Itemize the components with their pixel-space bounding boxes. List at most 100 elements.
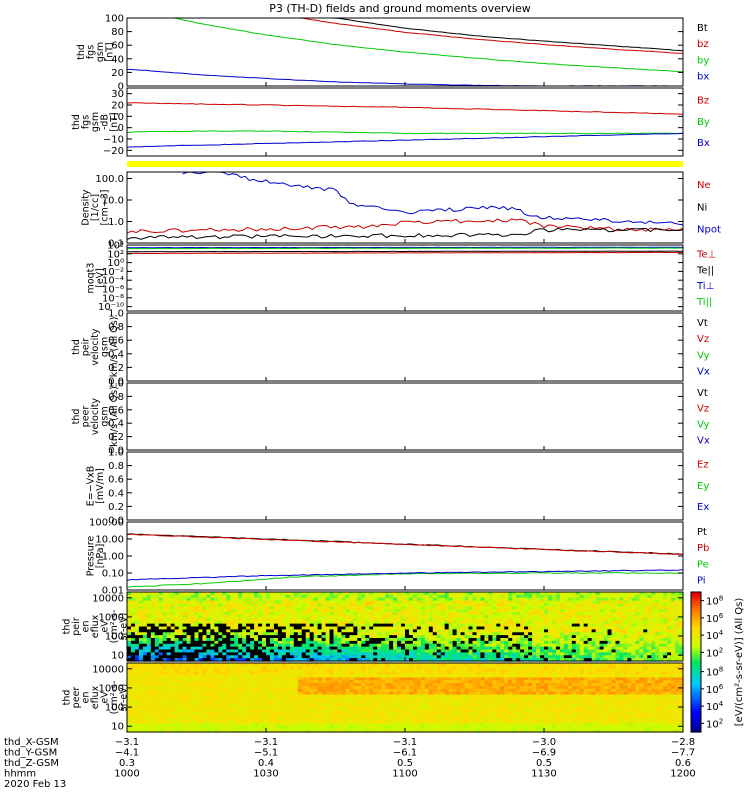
heatmap-cell — [329, 655, 335, 659]
heatmap-cell — [631, 597, 636, 602]
heatmap-cell — [377, 597, 382, 602]
heatmap-cell — [242, 597, 247, 602]
heatmap-cell — [277, 600, 283, 605]
heatmap-cell — [277, 609, 283, 613]
heatmap-cell — [337, 652, 343, 656]
heatmap-cell — [663, 629, 668, 633]
heatmap-cell — [170, 640, 176, 645]
heatmap-cell — [138, 623, 144, 628]
heatmap-cell — [317, 623, 323, 628]
heatmap-cell — [178, 729, 184, 733]
heatmap-cell — [154, 612, 160, 616]
heatmap-cell — [222, 677, 227, 681]
heatmap-cell — [186, 609, 192, 613]
heatmap-cell — [349, 606, 354, 610]
heatmap-cell — [440, 629, 446, 633]
heatmap-cell — [262, 623, 267, 628]
heatmap-cell — [194, 691, 200, 696]
heatmap-cell — [663, 658, 668, 662]
heatmap-cell — [341, 615, 347, 619]
heatmap-cell — [198, 600, 204, 605]
heatmap-cell — [599, 600, 605, 605]
heatmap-cell — [500, 606, 505, 610]
heatmap-cell — [266, 632, 271, 636]
heatmap-cell — [182, 646, 188, 651]
heatmap-cell — [186, 709, 192, 713]
heatmap-cell — [500, 620, 505, 625]
heatmap-cell — [202, 706, 208, 710]
heatmap-cell — [432, 617, 438, 622]
heatmap-cell — [254, 680, 259, 684]
heatmap-cell — [516, 629, 521, 633]
heatmap-cell — [254, 632, 259, 636]
heatmap-cell — [158, 652, 164, 656]
heatmap-cell — [130, 655, 136, 659]
heatmap-cell — [305, 726, 311, 730]
heatmap-cell — [663, 615, 668, 619]
heatmap-cell — [567, 620, 573, 625]
heatmap-cell — [250, 652, 255, 656]
heatmap-cell — [214, 603, 219, 607]
heatmap-cell — [293, 709, 299, 713]
heatmap-cell — [210, 629, 215, 633]
panel-frame — [126, 87, 684, 157]
heatmap-cell — [341, 620, 347, 625]
heatmap-cell — [551, 592, 557, 596]
heatmap-cell — [615, 609, 621, 613]
heatmap-cell — [571, 646, 577, 651]
heatmap-cell — [170, 668, 176, 673]
legend-entry: bx — [697, 71, 709, 82]
heatmap-cell — [559, 635, 565, 639]
heatmap-cell — [321, 663, 327, 667]
heatmap-cell — [389, 603, 394, 607]
heatmap-cell — [464, 635, 470, 639]
heatmap-cell — [579, 606, 585, 610]
heatmap-cell — [162, 615, 168, 619]
heatmap-cell — [222, 691, 227, 696]
heatmap-cell — [150, 609, 156, 613]
heatmap-cell — [285, 635, 291, 639]
heatmap-cell — [234, 688, 239, 693]
heatmap-cell — [575, 600, 581, 605]
heatmap-cell — [603, 594, 609, 599]
heatmap-cell — [536, 649, 541, 653]
heatmap-cell — [214, 706, 219, 710]
heatmap-cell — [655, 652, 660, 656]
heatmap-cell — [277, 709, 283, 713]
heatmap-cell — [293, 683, 299, 687]
heatmap-cell — [659, 649, 664, 653]
heatmap-cell — [321, 706, 327, 710]
heatmap-cell — [317, 729, 323, 733]
heatmap-cell — [325, 665, 331, 670]
heatmap-cell — [138, 626, 144, 630]
heatmap-cell — [262, 709, 267, 713]
heatmap-cell — [130, 658, 136, 662]
heatmap-cell — [524, 620, 529, 625]
heatmap-cell — [496, 649, 501, 653]
heatmap-cell — [273, 643, 279, 648]
heatmap-cell — [385, 646, 390, 651]
heatmap-cell — [194, 606, 200, 610]
heatmap-cell — [623, 652, 628, 656]
heatmap-cell — [528, 612, 533, 616]
heatmap-cell — [325, 632, 331, 636]
heatmap-cell — [190, 612, 196, 616]
heatmap-cell — [456, 623, 462, 628]
heatmap-cell — [551, 594, 557, 599]
heatmap-cell — [138, 700, 144, 704]
heatmap-cell — [210, 714, 215, 719]
heatmap-cell — [154, 609, 160, 613]
heatmap-cell — [345, 626, 350, 630]
heatmap-cell — [162, 723, 168, 727]
heatmap-cell — [222, 626, 227, 630]
heatmap-cell — [230, 686, 235, 690]
heatmap-cell — [246, 643, 251, 648]
heatmap-cell — [246, 697, 251, 701]
heatmap-cell — [361, 594, 366, 599]
heatmap-cell — [230, 680, 235, 684]
heatmap-cell — [170, 711, 176, 716]
heatmap-cell — [329, 671, 335, 676]
heatmap-cell — [234, 706, 239, 710]
heatmap-cell — [329, 629, 335, 633]
heatmap-cell — [242, 683, 247, 687]
